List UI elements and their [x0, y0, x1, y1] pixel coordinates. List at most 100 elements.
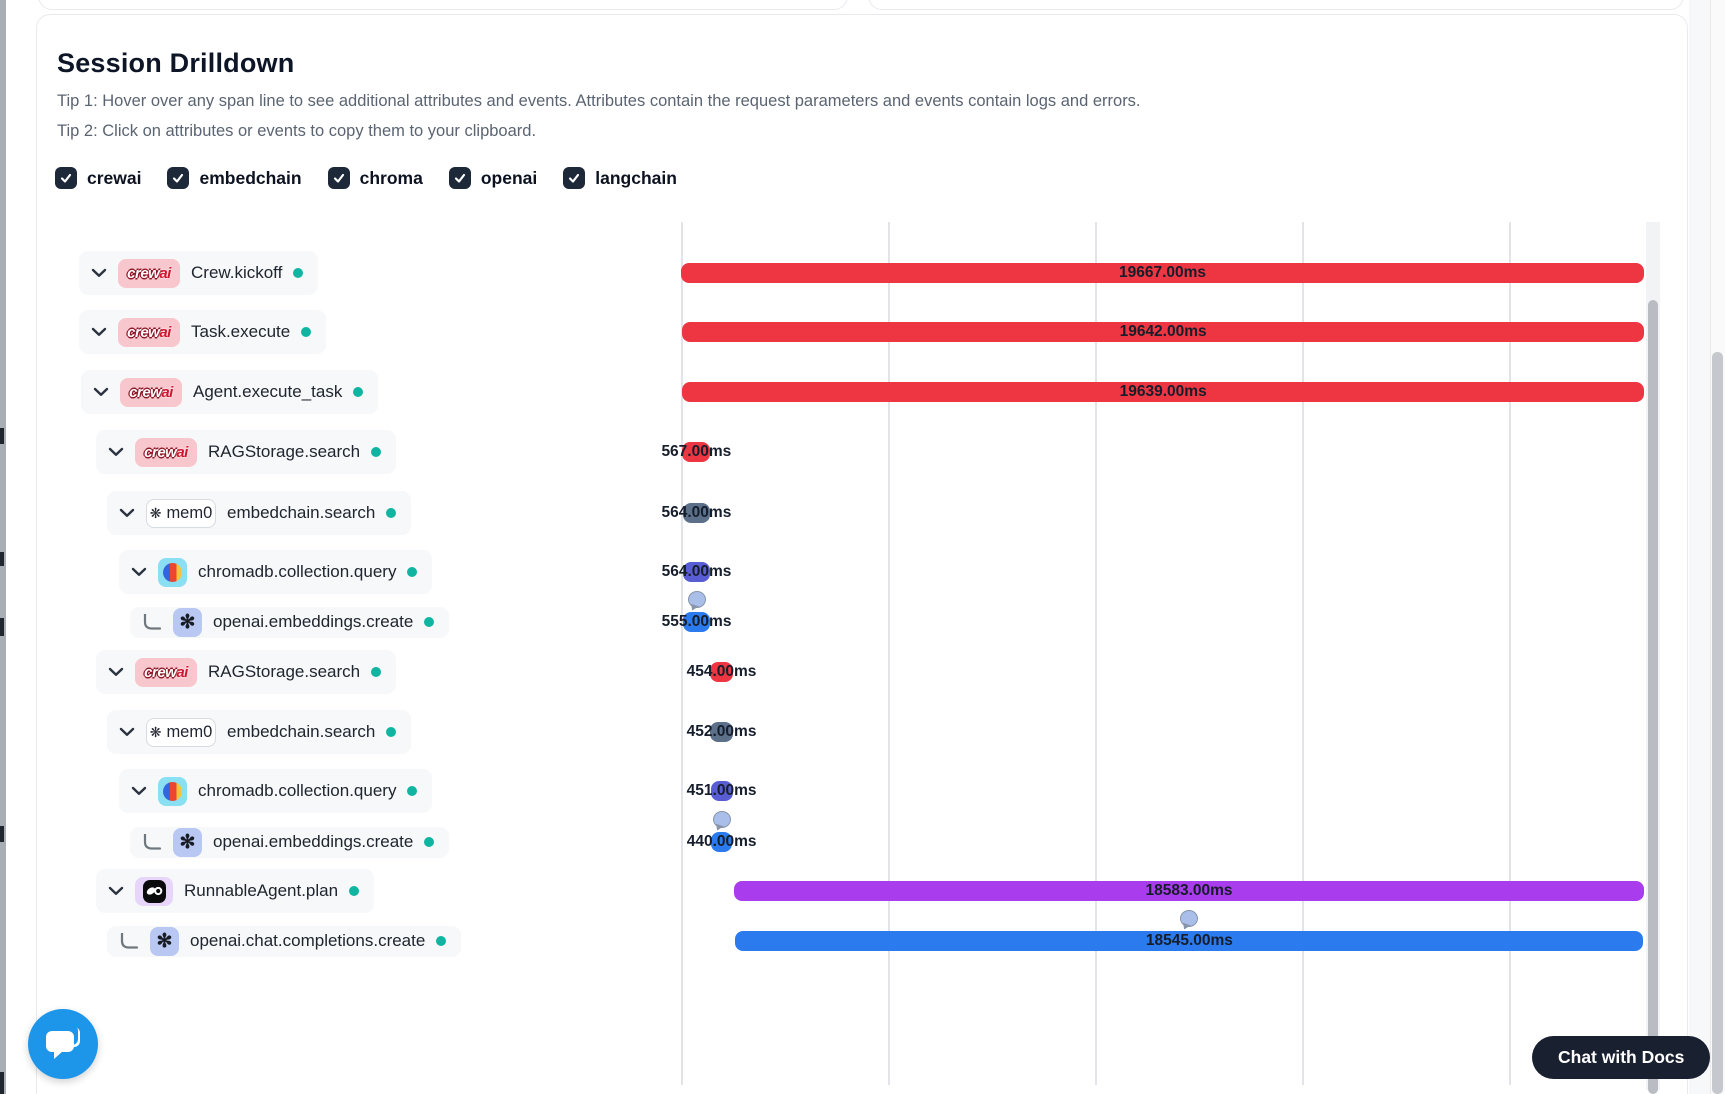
chevron-down-icon[interactable] — [93, 387, 109, 397]
tree-row-openai.chat.completions.create[interactable]: ✻ openai.chat.completions.create — [107, 925, 462, 957]
waterfall-scrollbar-thumb[interactable] — [1648, 300, 1658, 1094]
chevron-down-icon[interactable] — [108, 886, 124, 896]
chevron-down-icon[interactable] — [108, 667, 124, 677]
span-bar-chromadb.collection.query[interactable] — [682, 562, 711, 582]
tree-row-chromadb.collection.query[interactable]: chromadb.collection.query — [119, 769, 433, 813]
tree-row-RunnableAgent.plan[interactable]: RunnableAgent.plan — [96, 869, 375, 913]
event-bubble-icon[interactable] — [687, 591, 706, 608]
filter-label[interactable]: openai — [480, 167, 538, 188]
span-bar-chromadb.collection.query[interactable] — [710, 781, 733, 801]
page-scrollbar-thumb[interactable] — [1712, 352, 1723, 1094]
openai-knot-icon: ✻ — [179, 611, 196, 633]
chevron-down-icon[interactable] — [119, 727, 135, 737]
span-bar-Crew.kickoff[interactable] — [681, 263, 1644, 283]
event-bubble-icon[interactable] — [712, 811, 731, 828]
span-bar-embedchain.search[interactable] — [682, 503, 711, 523]
span-name: openai.embeddings.create — [213, 832, 414, 851]
chevron-down-icon[interactable] — [91, 268, 107, 278]
mem0-gear-icon: ❋ — [149, 504, 162, 521]
filter-checkbox-embedchain[interactable]: embedchain — [167, 167, 302, 189]
checkbox-checked-icon[interactable] — [55, 167, 77, 189]
span-bar-openai.embeddings.create[interactable] — [710, 832, 733, 852]
chevron-down-icon[interactable] — [108, 447, 124, 457]
duration-label: 18545.00ms — [1145, 932, 1233, 949]
status-dot — [349, 886, 360, 896]
span-name: Task.execute — [191, 322, 291, 341]
page-title: Session Drilldown — [57, 48, 295, 78]
tree-row-RAGStorage.search[interactable]: crew ai RAGStorage.search — [96, 430, 397, 474]
chat-widget-button[interactable] — [28, 1009, 98, 1079]
elbow-connector-icon — [142, 613, 162, 631]
chroma-logo — [158, 776, 187, 806]
span-name: chromadb.collection.query — [198, 562, 397, 581]
status-dot — [407, 786, 418, 796]
chevron-down-icon[interactable] — [91, 327, 107, 337]
filter-checkbox-chroma[interactable]: chroma — [327, 167, 423, 189]
crewai-logo: crew ai — [120, 377, 182, 407]
chroma-circle-icon — [163, 781, 182, 801]
checkbox-checked-icon[interactable] — [448, 167, 471, 189]
span-bar-Agent.execute_task[interactable] — [682, 382, 1644, 402]
filter-label[interactable]: crewai — [87, 167, 142, 188]
span-bar-embedchain.search[interactable] — [710, 722, 733, 742]
status-dot — [301, 327, 312, 337]
tree-row-embedchain.search[interactable]: ❋ mem0 embedchain.search — [107, 710, 412, 754]
duration-label: 19639.00ms — [1119, 383, 1207, 400]
duration-label: 555.00ms — [661, 613, 732, 630]
crewai-logo: crew ai — [118, 317, 180, 347]
status-dot — [386, 727, 397, 737]
tree-row-Crew.kickoff[interactable]: crew ai Crew.kickoff — [79, 251, 319, 295]
duration-label: 454.00ms — [686, 663, 757, 680]
openai-logo: ✻ — [173, 827, 202, 857]
filter-checkbox-openai[interactable]: openai — [448, 167, 538, 189]
tree-row-openai.embeddings.create[interactable]: ✻ openai.embeddings.create — [130, 826, 450, 858]
tree-row-embedchain.search[interactable]: ❋ mem0 embedchain.search — [107, 491, 412, 535]
openai-logo: ✻ — [173, 607, 202, 637]
tree-row-RAGStorage.search[interactable]: crew ai RAGStorage.search — [96, 650, 397, 694]
filter-checkbox-crewai[interactable]: crewai — [55, 167, 141, 189]
elbow-connector-icon — [119, 932, 139, 950]
openai-knot-icon: ✻ — [179, 831, 196, 853]
top-card-left-sliver — [38, 0, 848, 10]
span-name: openai.chat.completions.create — [190, 931, 426, 950]
timeline-gridline — [1095, 222, 1097, 1085]
span-name: embedchain.search — [227, 503, 376, 522]
openai-logo: ✻ — [150, 926, 179, 956]
status-dot — [407, 567, 418, 577]
clipped-sidebar-fragment — [0, 428, 4, 444]
top-card-right-sliver — [868, 0, 1684, 10]
filter-label[interactable]: chroma — [359, 167, 423, 188]
checkbox-checked-icon[interactable] — [563, 167, 586, 189]
tree-row-Agent.execute_task[interactable]: crew ai Agent.execute_task — [81, 370, 379, 414]
span-bar-openai.chat.completions.create[interactable] — [735, 931, 1644, 951]
crewai-logo: crew ai — [135, 657, 197, 687]
checkbox-checked-icon[interactable] — [327, 167, 350, 189]
filter-label[interactable]: embedchain — [199, 167, 302, 188]
event-bubble-icon[interactable] — [1180, 910, 1199, 927]
filter-label[interactable]: langchain — [595, 167, 677, 188]
span-bar-Task.execute[interactable] — [682, 322, 1644, 342]
status-dot — [436, 936, 447, 946]
tree-row-openai.embeddings.create[interactable]: ✻ openai.embeddings.create — [130, 606, 450, 638]
checkbox-checked-icon[interactable] — [167, 167, 190, 189]
chevron-down-icon[interactable] — [119, 508, 135, 518]
span-bar-RAGStorage.search[interactable] — [682, 442, 711, 462]
status-dot — [371, 447, 382, 457]
tree-row-Task.execute[interactable]: crew ai Task.execute — [79, 310, 327, 354]
chevron-down-icon[interactable] — [131, 786, 147, 796]
span-name: RAGStorage.search — [208, 442, 361, 461]
span-bar-RunnableAgent.plan[interactable] — [734, 881, 1644, 901]
status-dot — [386, 508, 397, 518]
filter-checkbox-langchain[interactable]: langchain — [563, 167, 677, 189]
duration-label: 451.00ms — [686, 782, 757, 799]
span-bar-RAGStorage.search[interactable] — [710, 662, 733, 682]
langchain-parrot-chain-icon — [142, 879, 166, 903]
tree-row-chromadb.collection.query[interactable]: chromadb.collection.query — [119, 550, 433, 594]
left-edge-strip — [0, 0, 6, 1094]
crewai-logo: crew ai — [118, 258, 180, 288]
chevron-down-icon[interactable] — [131, 567, 147, 577]
duration-label: 564.00ms — [661, 563, 732, 580]
span-bar-openai.embeddings.create[interactable] — [682, 612, 711, 632]
chat-with-docs-button[interactable]: Chat with Docs — [1532, 1036, 1711, 1079]
